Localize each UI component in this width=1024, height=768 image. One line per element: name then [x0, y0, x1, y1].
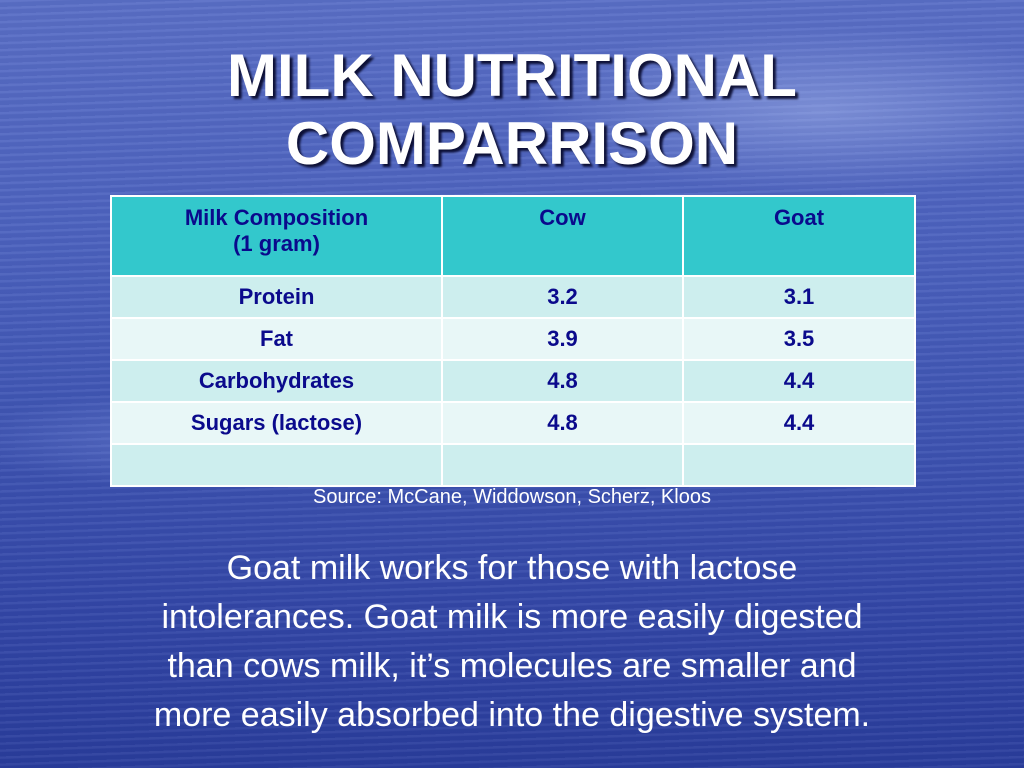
- row-label: [110, 443, 443, 487]
- cow-value: 3.9: [441, 317, 684, 361]
- header-milk-composition: Milk Composition (1 gram): [110, 195, 443, 277]
- slide-title: MILK NUTRITIONAL COMPARRISON: [0, 42, 1024, 178]
- body-line-1: Goat milk works for those with lactose: [226, 549, 798, 587]
- goat-value: 3.5: [682, 317, 916, 361]
- header-goat: Goat: [682, 195, 916, 277]
- goat-value: 3.1: [682, 275, 916, 319]
- cow-value: 4.8: [441, 401, 684, 445]
- row-label: Fat: [110, 317, 443, 361]
- cow-value: 4.8: [441, 359, 684, 403]
- table-header-row: Milk Composition (1 gram) Cow Goat: [110, 195, 916, 277]
- table-row: Carbohydrates 4.8 4.4: [110, 359, 916, 403]
- row-label: Sugars (lactose): [110, 401, 443, 445]
- table-row-empty: [110, 443, 916, 487]
- body-paragraph: Goat milk works for those with lactose i…: [80, 544, 944, 740]
- table-row: Protein 3.2 3.1: [110, 275, 916, 319]
- table-row: Fat 3.9 3.5: [110, 317, 916, 361]
- body-line-4: more easily absorbed into the digestive …: [153, 696, 871, 734]
- slide-title-line-2: COMPARRISON: [285, 110, 739, 177]
- cow-value: 3.2: [441, 275, 684, 319]
- slide-title-line-1: MILK NUTRITIONAL: [227, 42, 797, 109]
- goat-value: 4.4: [682, 401, 916, 445]
- body-line-2: intolerances. Goat milk is more easily d…: [161, 598, 863, 636]
- milk-composition-table: Milk Composition (1 gram) Cow Goat Prote…: [110, 195, 916, 487]
- header-composition-line-1: Milk Composition: [184, 205, 369, 230]
- row-label: Protein: [110, 275, 443, 319]
- source-citation: Source: McCane, Widdowson, Scherz, Kloos: [313, 486, 711, 508]
- header-cow: Cow: [441, 195, 684, 277]
- row-label: Carbohydrates: [110, 359, 443, 403]
- goat-value: 4.4: [682, 359, 916, 403]
- header-composition-line-2: (1 gram): [233, 231, 320, 256]
- cow-value: [441, 443, 684, 487]
- table-row: Sugars (lactose) 4.8 4.4: [110, 401, 916, 445]
- body-line-3: than cows milk, it’s molecules are small…: [167, 647, 857, 685]
- goat-value: [682, 443, 916, 487]
